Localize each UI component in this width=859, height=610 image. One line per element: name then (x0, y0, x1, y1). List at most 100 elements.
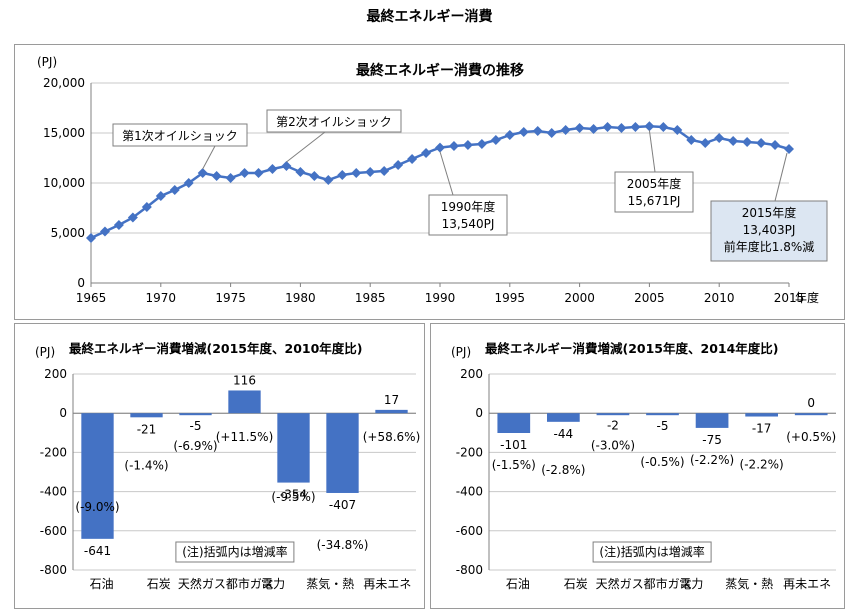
bar (497, 413, 531, 433)
x-tick-label: 1965 (76, 291, 107, 305)
bar-value-label: 0 (807, 396, 815, 410)
data-point (644, 121, 655, 132)
data-point (770, 140, 781, 150)
bar (745, 413, 779, 417)
annotation-pointer (202, 145, 216, 170)
data-point (253, 168, 264, 178)
data-point (239, 168, 250, 178)
data-point (532, 126, 543, 136)
x-tick-label: 天然ガス都市ガス (596, 576, 692, 591)
x-tick-label: 1995 (495, 291, 526, 305)
y-unit-label: (PJ) (35, 345, 55, 359)
note-text: (注)括弧内は増減率 (182, 544, 287, 559)
data-point (560, 125, 571, 135)
data-point (630, 122, 641, 132)
x-tick-label: 石油 (506, 577, 530, 591)
bar-value-label: -641 (84, 544, 111, 558)
rate-label: (-2.8%) (541, 463, 585, 477)
data-point (602, 122, 613, 132)
annotation-text: 1990年度 (441, 199, 496, 214)
data-point (225, 173, 236, 183)
x-tick-label: 石油 (90, 577, 114, 591)
bar-value-label: -5 (657, 419, 669, 433)
annotation-pointer (774, 152, 788, 202)
data-point (295, 167, 306, 177)
data-point (546, 128, 557, 138)
y-tick-label: 15,000 (43, 126, 85, 140)
data-point (169, 185, 180, 195)
data-point (686, 135, 697, 145)
x-tick-label: 石炭 (147, 577, 171, 591)
data-point (435, 142, 445, 153)
y-tick-label: -800 (40, 563, 67, 577)
annotation-text: 13,403PJ (743, 223, 796, 237)
data-point (365, 167, 376, 177)
bar (326, 413, 359, 493)
bar-value-label: -5 (190, 419, 202, 433)
bar-chart-2010-panel: (PJ) 最終エネルギー消費増減(2015年度、2010年度比) -800 -600 -… (14, 323, 425, 609)
y-tick-label: -800 (456, 563, 483, 577)
bar-value-label: -407 (329, 498, 356, 512)
rate-label: (-6.9%) (173, 439, 217, 453)
data-point (141, 202, 152, 212)
rate-label: (+58.6%) (363, 430, 421, 444)
data-point (281, 161, 292, 171)
bar (794, 413, 828, 416)
data-point (351, 168, 362, 178)
data-point (574, 123, 585, 133)
data-point (462, 140, 473, 150)
data-point (504, 130, 515, 140)
annotation-pointer (286, 131, 326, 163)
data-point (337, 170, 348, 180)
x-tick-label: 2015 (774, 291, 805, 305)
data-point (113, 220, 124, 230)
y-tick-label: -200 (40, 445, 67, 459)
data-point (183, 178, 194, 188)
rate-label: (-1.4%) (124, 458, 168, 472)
data-point (714, 133, 725, 143)
bar (375, 409, 408, 414)
rate-label: (-9.5%) (271, 490, 315, 504)
annotation-box (112, 123, 248, 147)
annotation-box (266, 109, 402, 133)
annotation-text: 2005年度 (627, 176, 682, 191)
y-tick-label: -400 (456, 485, 483, 499)
data-point (658, 122, 669, 132)
y-tick-label: 20,000 (43, 76, 85, 90)
bar-value-label: -2 (607, 419, 619, 433)
data-point (393, 160, 404, 170)
rate-label: (-9.0%) (75, 500, 119, 514)
data-point (476, 139, 487, 149)
y-tick-label: 10,000 (43, 176, 85, 190)
data-point (127, 212, 138, 223)
y-tick-label: -600 (456, 524, 483, 538)
y-tick-label: 5,000 (51, 226, 85, 240)
bar-value-label: -17 (752, 422, 772, 436)
x-tick-label: 1975 (215, 291, 246, 305)
data-point (518, 127, 529, 137)
y-tick-label: 200 (44, 367, 67, 381)
data-point (742, 137, 753, 147)
chart-title: 最終エネルギー消費増減(2015年度、2010年度比) (69, 341, 363, 356)
data-point (700, 138, 711, 148)
annotation-text: 前年度比1.8%減 (724, 239, 815, 254)
data-point (323, 175, 334, 185)
annotation-box (614, 171, 694, 213)
y-tick-label: -600 (40, 524, 67, 538)
line-chart-panel: 最終エネルギー消費の推移 (PJ) 0 5,000 10,000 15,000 20,000… (14, 44, 845, 320)
data-point (379, 166, 390, 176)
x-tick-label: 1970 (146, 291, 177, 305)
annotation-box (710, 200, 828, 262)
bar (130, 413, 163, 418)
data-point (490, 135, 501, 145)
data-point (407, 154, 418, 164)
rate-label: (-34.8%) (317, 538, 369, 552)
data-point (99, 226, 110, 237)
data-point (448, 141, 459, 151)
x-tick-label: 1985 (355, 291, 386, 305)
note-box (175, 541, 295, 563)
x-tick-label: 蒸気・熱 (306, 576, 354, 591)
data-point (267, 164, 278, 174)
y-tick-label: -400 (40, 485, 67, 499)
x-unit-label: 年度 (795, 290, 819, 305)
